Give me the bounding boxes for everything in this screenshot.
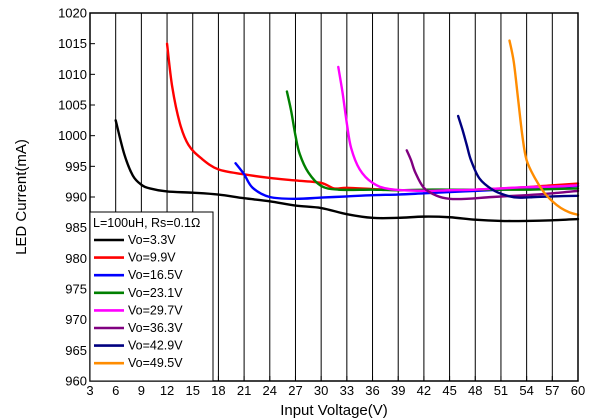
y-axis-label: LED Current(mA) [13,139,30,255]
x-tick-label: 36 [365,383,379,398]
legend-header: L=100uH, Rs=0.1Ω [93,216,200,230]
series-line [456,114,580,199]
series-lines [114,39,580,223]
y-tick-label: 995 [65,159,87,174]
x-tick-label: 30 [314,383,328,398]
y-tick-label: 1005 [58,98,87,113]
x-tick-label: 48 [468,383,482,398]
series-line [337,65,580,193]
series-line [285,90,580,192]
series-line [405,149,580,201]
y-tick-label: 1020 [58,6,87,21]
x-tick-label: 60 [571,383,585,398]
x-tick-label: 27 [288,383,302,398]
x-tick-label: 24 [263,383,277,398]
series-line [114,119,580,223]
y-tick-label: 960 [65,374,87,389]
x-tick-label: 54 [519,383,533,398]
y-tick-label: 985 [65,220,87,235]
legend-label: Vo=3.3V [128,233,176,247]
legend-label: Vo=36.3V [128,321,183,335]
x-tick-label: 3 [86,383,93,398]
legend-label: Vo=9.9V [128,251,176,265]
x-tick-label: 12 [160,383,174,398]
legend-label: Vo=16.5V [128,268,183,282]
x-tick-label: 51 [494,383,508,398]
x-tick-label: 57 [545,383,559,398]
legend-label: Vo=49.5V [128,356,183,370]
x-axis-label: Input Voltage(V) [280,402,388,419]
x-tick-label: 18 [211,383,225,398]
x-tick-label: 9 [138,383,145,398]
y-tick-label: 965 [65,343,87,358]
y-tick-label: 990 [65,190,87,205]
y-tick-label: 980 [65,251,87,266]
legend-label: Vo=29.7V [128,303,183,317]
y-tick-label: 1010 [58,67,87,82]
legend-label: Vo=42.9V [128,339,183,353]
x-tick-label: 42 [417,383,431,398]
legend-label: Vo=23.1V [128,286,183,300]
x-tick-label: 6 [112,383,119,398]
x-tick-label: 33 [340,383,354,398]
legend: L=100uH, Rs=0.1Ω Vo=3.3VVo=9.9VVo=16.5VV… [89,211,214,382]
x-tick-label: 15 [186,383,200,398]
legend-items: Vo=3.3V Vo=9.9V Vo=16.5V Vo=23.1V Vo=29.7V Vo… [94,233,183,370]
y-tick-label: 1015 [58,36,87,51]
x-tick-label: 39 [391,383,405,398]
series-line [508,39,580,216]
y-tick-label: 1000 [58,128,87,143]
y-tick-label: 975 [65,282,87,297]
y-tick-label: 970 [65,312,87,327]
x-tick-label: 45 [442,383,456,398]
axis-ticks: 3 6 9 12 15 18 21 24 27 30 33 36 39 42 45 48 51 54 57 60960… [58,6,585,399]
x-tick-label: 21 [237,383,251,398]
